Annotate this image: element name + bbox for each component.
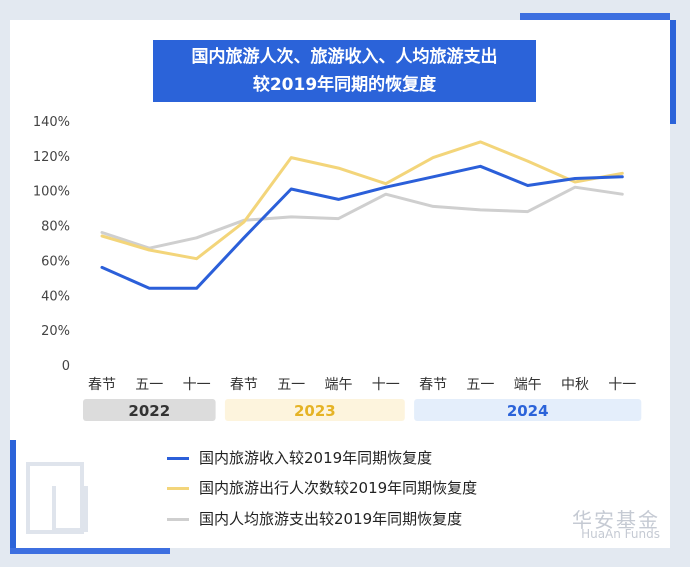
year-band-label: 2023 [294,402,336,420]
x-tick-label: 五一 [277,377,305,393]
corner-logo-shape-2 [52,486,88,532]
legend-swatch-per-capita [167,518,189,521]
x-tick-label: 十一 [183,377,211,393]
y-tick-label: 80% [41,220,70,235]
y-tick-label: 60% [41,254,70,269]
legend-label-income: 国内旅游收入较2019年同期恢复度 [199,449,433,467]
chart-title-line-1: 国内旅游人次、旅游收入、人均旅游支出 [191,47,498,67]
x-tick-label: 春节 [88,377,116,393]
legend-label-trips: 国内旅游出行人次数较2019年同期恢复度 [199,479,478,497]
bottom-left-accent [10,440,16,550]
series-line-per-capita [100,185,624,250]
year-band-label: 2022 [128,402,170,420]
chart-card [10,20,670,548]
year-band [83,399,216,421]
year-band [224,399,405,421]
x-tick-label: 端午 [325,377,353,393]
top-right-accent [520,13,670,20]
legend-swatch-income [167,457,189,460]
year-band-label: 2024 [507,402,549,420]
y-tick-label: 100% [33,185,70,200]
legend-label-per-capita: 国内人均旅游支出较2019年同期恢复度 [199,510,463,528]
brand-name-cn: 华安基金 [572,508,660,532]
x-tick-label: 春节 [419,377,447,393]
bottom-left-accent-h [10,548,170,554]
corner-logo-shape [26,462,84,534]
y-tick-label: 120% [33,150,70,165]
chart-title: 国内旅游人次、旅游收入、人均旅游支出 较2019年同期的恢复度 [153,40,536,102]
x-tick-label: 中秋 [561,377,589,393]
series-line-income [100,164,624,290]
year-band [414,399,642,421]
right-accent-bar [670,20,676,124]
y-tick-label: 40% [41,289,70,304]
x-tick-label: 五一 [135,377,163,393]
x-tick-label: 十一 [372,377,400,393]
brand-name-en: HuaAn Funds [581,527,660,541]
y-tick-label: 140% [33,115,70,130]
y-tick-label: 0 [62,359,70,374]
x-tick-label: 五一 [466,377,494,393]
y-tick-label: 20% [41,324,70,339]
x-tick-label: 春节 [230,377,258,393]
chart-title-line-2: 较2019年同期的恢复度 [252,75,437,95]
x-tick-label: 端午 [514,377,542,393]
x-tick-label: 十一 [608,377,636,393]
legend-swatch-trips [167,487,189,490]
series-line-trips [100,140,624,261]
